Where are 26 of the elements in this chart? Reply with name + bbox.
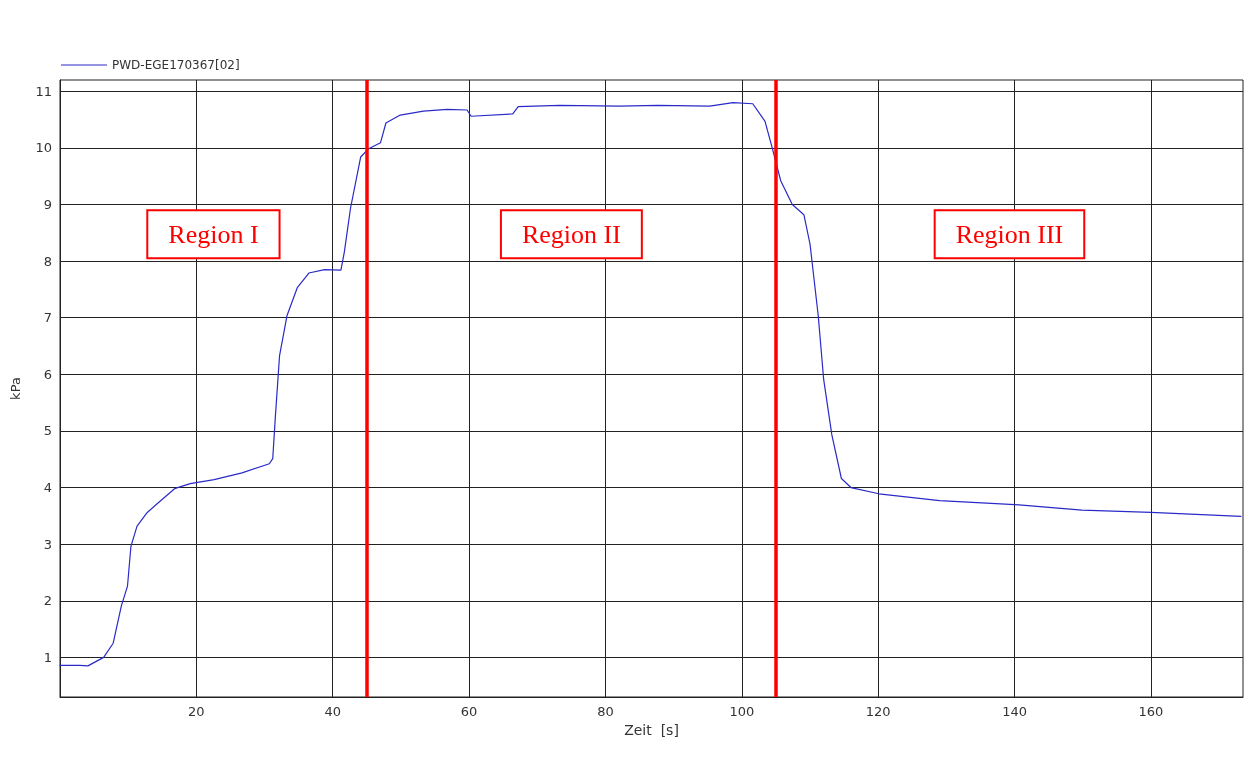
x-tick-label: 140: [1002, 704, 1027, 719]
y-tick-label: 2: [43, 593, 52, 609]
annotation: Region III: [955, 219, 1064, 249]
y-tick-label: 11: [35, 83, 52, 99]
x-tick-label: 160: [1138, 704, 1164, 719]
y-axis-title: kPa: [8, 377, 23, 400]
x-tick-label: 40: [324, 704, 342, 719]
y-tick-label: 7: [43, 310, 52, 326]
y-tick-label: 5: [43, 423, 52, 439]
x-tick-label: 120: [865, 704, 891, 719]
annotation: Region II: [521, 219, 621, 249]
y-tick-label: 10: [35, 140, 52, 156]
x-tick-label: 60: [460, 704, 478, 719]
y-tick-label: 9: [43, 197, 52, 213]
x-tick-label: 20: [188, 704, 205, 719]
x-tick-label: 100: [729, 704, 755, 719]
y-tick-label: 3: [43, 536, 52, 552]
y-tick-label: 6: [43, 366, 52, 382]
annotation: Region I: [168, 219, 259, 249]
x-tick-label: 80: [597, 704, 614, 719]
y-tick-label: 8: [43, 253, 52, 269]
y-tick-label: 4: [43, 480, 52, 496]
y-tick-label: 1: [43, 649, 52, 665]
x-axis-title: Zeit [s]: [624, 721, 679, 738]
legend-label: PWD-EGE170367[02]: [112, 58, 240, 72]
line-series: [59, 102, 1242, 667]
